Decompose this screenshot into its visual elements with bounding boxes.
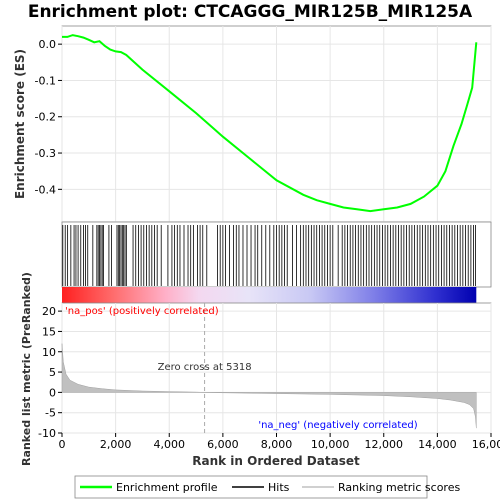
metric-tick-label: -10: [38, 427, 56, 440]
metric-gridlines: [61, 303, 492, 434]
es-tick-label: 0.0: [39, 38, 57, 51]
positive-correlation-label: 'na_pos' (positively correlated): [65, 306, 219, 317]
enrichment-profile-line: [62, 34, 478, 213]
metric-tick-label: 5: [49, 366, 56, 379]
es-y-ticks: 0.0 -0.1 -0.2 -0.3 -0.4: [35, 38, 62, 196]
es-y-axis-label: Enrichment score (ES): [13, 49, 27, 199]
negative-correlation-label: 'na_neg' (negatively correlated): [258, 420, 417, 431]
x-tick-label: 10,000: [311, 438, 350, 451]
x-tick-label: 2,000: [100, 438, 132, 451]
metric-y-axis-label: Ranked list metric (PreRanked): [20, 272, 33, 466]
metric-tick-label: 15: [42, 325, 56, 338]
legend-label-hits: Hits: [268, 481, 290, 494]
x-tick-label: 6,000: [207, 438, 239, 451]
x-axis-ticks: 0 2,000 4,000 6,000 8,000 10,000 12,000 14,000 1…: [59, 433, 500, 451]
x-tick-label: 0: [59, 438, 66, 451]
legend-label-profile: Enrichment profile: [116, 481, 218, 494]
metric-tick-label: 10: [42, 346, 56, 359]
es-tick-label: -0.4: [35, 183, 56, 196]
metric-y-ticks: 20 15 10 5 0 -5 -10: [38, 305, 62, 440]
metric-tick-label: 20: [42, 305, 56, 318]
es-tick-label: -0.1: [35, 74, 56, 87]
x-tick-label: 12,000: [365, 438, 404, 451]
es-tick-label: -0.2: [35, 111, 56, 124]
ranking-metric-area: [61, 343, 477, 429]
x-axis-label: Rank in Ordered Dataset: [192, 454, 360, 468]
rank-color-bar: [62, 287, 477, 303]
hits-marks: [62, 225, 476, 286]
x-tick-label: 8,000: [261, 438, 293, 451]
x-tick-label: 4,000: [154, 438, 186, 451]
metric-tick-label: -5: [45, 407, 56, 420]
legend-label-metric: Ranking metric scores: [338, 481, 460, 494]
x-tick-label: 14,000: [418, 438, 457, 451]
x-tick-label: 16,000: [472, 438, 500, 451]
es-tick-label: -0.3: [35, 147, 56, 160]
zero-cross-label: Zero cross at 5318: [158, 362, 252, 373]
chart-title: Enrichment plot: CTCAGGG_MIR125B_MIR125A: [28, 2, 473, 22]
metric-tick-label: 0: [49, 386, 56, 399]
legend: Enrichment profile Hits Ranking metric s…: [74, 475, 460, 499]
